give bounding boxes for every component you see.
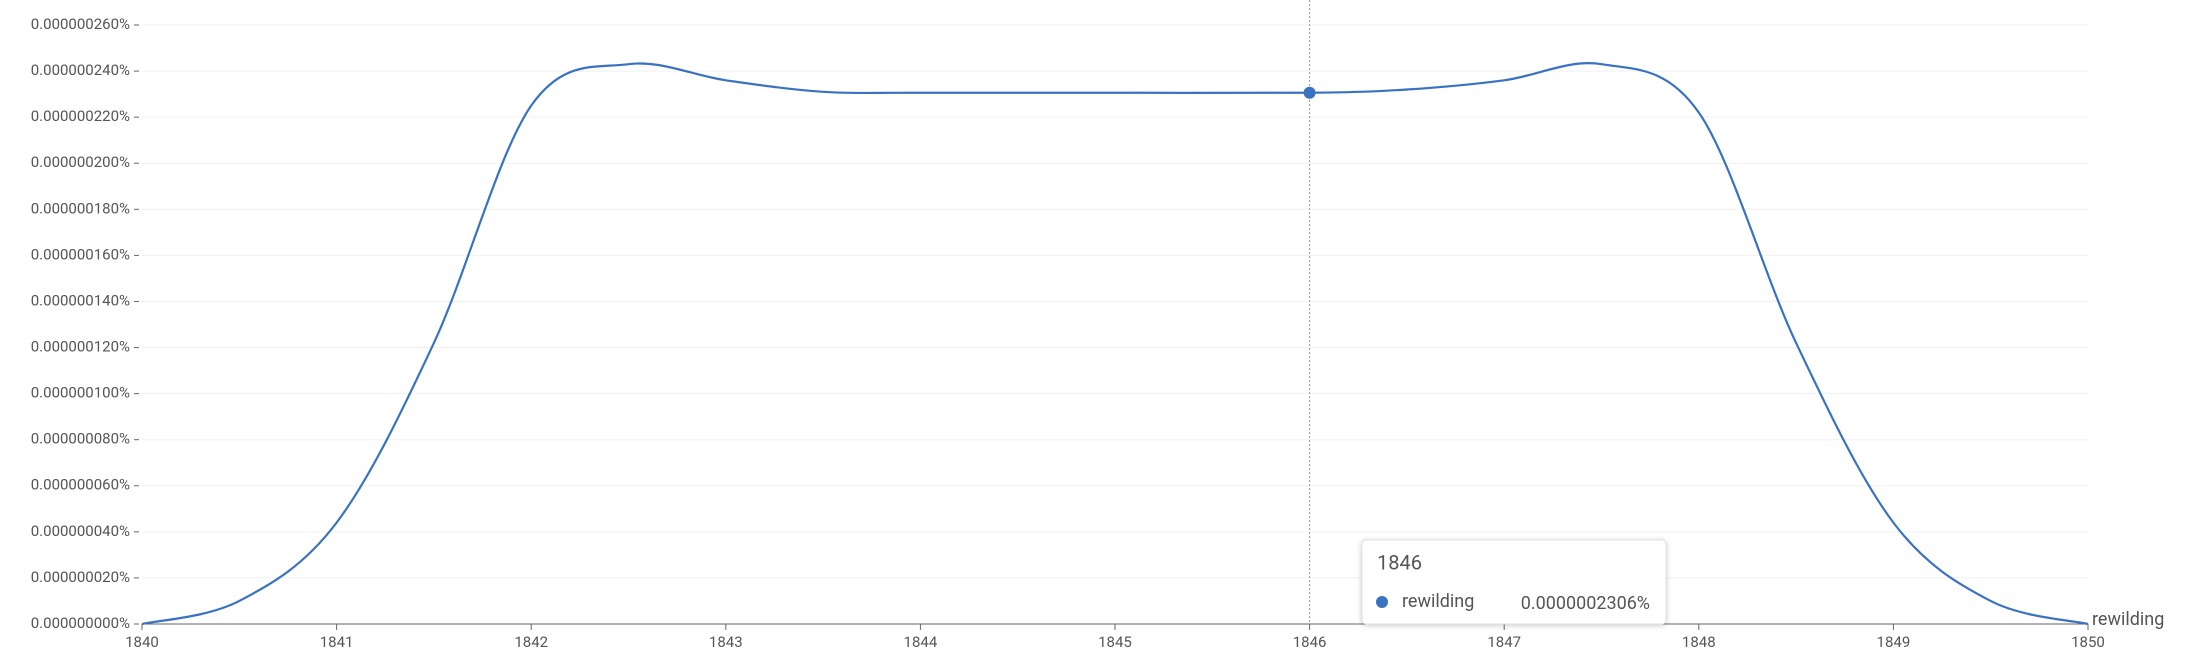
x-tick-label: 1849	[1877, 633, 1911, 651]
series-line	[141, 62, 2089, 626]
y-tick-label: 0.000000020%	[31, 568, 130, 586]
x-tick-label: 1840	[125, 633, 159, 651]
tooltip-value: 0.0000002306%	[1521, 593, 1650, 614]
y-tick-label: 0.000000060%	[31, 476, 130, 494]
tooltip-dot	[1376, 596, 1388, 608]
x-tick-label: 1841	[320, 633, 354, 651]
x-tick-label: 1844	[904, 633, 938, 651]
x-tick-label: 1847	[1487, 633, 1521, 651]
x-tick-label: 1842	[514, 633, 548, 651]
tooltip-series: rewilding	[1402, 591, 1474, 612]
hover-point	[1303, 86, 1316, 99]
x-tick-label: 1846	[1293, 633, 1327, 651]
y-tick-label: 0.000000100%	[31, 384, 130, 402]
x-tick-label: 1843	[709, 633, 743, 651]
y-tick-label: 0.000000240%	[31, 61, 130, 79]
tooltip: 1846 rewilding 0.0000002306%	[1361, 539, 1667, 625]
tooltip-box	[1361, 539, 1667, 625]
y-tick-label: 0.000000140%	[31, 291, 130, 309]
y-tick-label: 0.000000220%	[31, 107, 130, 125]
y-tick-label: 0.000000260%	[31, 15, 130, 33]
series-label: rewilding	[2092, 609, 2164, 630]
y-tick-label: 0.000000000%	[31, 614, 130, 632]
y-tick-label: 0.000000160%	[31, 245, 130, 263]
tooltip-title: 1846	[1377, 550, 1422, 574]
y-tick-label: 0.000000120%	[31, 338, 130, 356]
y-tick-label: 0.000000200%	[31, 153, 130, 171]
y-tick-label: 0.000000040%	[31, 522, 130, 540]
x-tick-label: 1845	[1098, 633, 1132, 651]
y-tick-label: 0.000000180%	[31, 199, 130, 217]
x-tick-label: 1848	[1682, 633, 1716, 651]
x-tick-label: 1850	[2071, 633, 2105, 651]
y-tick-label: 0.000000080%	[31, 430, 130, 448]
